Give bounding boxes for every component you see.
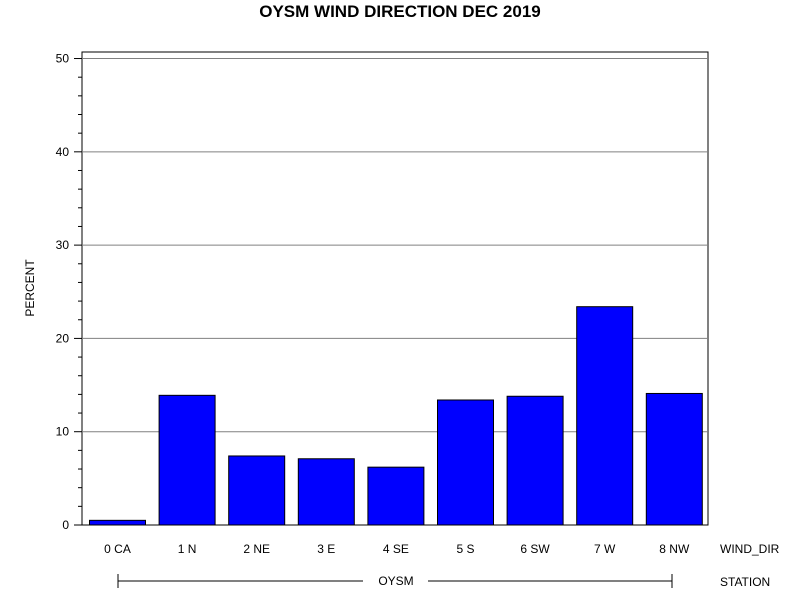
x-tick-label: 1 N — [178, 542, 197, 556]
x-axis-label: WIND_DIR — [720, 542, 780, 556]
bar-7-w — [576, 306, 634, 526]
y-tick-label: 50 — [56, 52, 70, 66]
x-tick-label: 3 E — [317, 542, 335, 556]
bar-5-s — [437, 399, 494, 526]
bars — [89, 306, 703, 526]
bar-4-se — [367, 466, 425, 526]
y-tick-label: 10 — [56, 425, 70, 439]
bar-3-e — [297, 458, 355, 526]
bar-8-nw — [645, 392, 703, 526]
x-tick-label: 2 NE — [243, 542, 270, 556]
x-tick-label: 5 S — [456, 542, 474, 556]
y-tick-label: 30 — [56, 238, 70, 252]
y-tick-label: 40 — [56, 145, 70, 159]
bar-6-sw — [506, 395, 564, 526]
x-tick-label: 6 SW — [520, 542, 550, 556]
bar-1-n — [158, 394, 216, 526]
bar-0-ca — [89, 519, 146, 526]
bar-2-ne — [228, 455, 286, 526]
y-tick-label: 20 — [56, 331, 70, 345]
x-tick-label: 7 W — [594, 542, 616, 556]
chart-title: OYSM WIND DIRECTION DEC 2019 — [259, 2, 541, 21]
y-tick-label: 0 — [62, 518, 69, 532]
x-tick-label: 0 CA — [104, 542, 131, 556]
station-value-label: OYSM — [378, 574, 413, 588]
y-axis-label: PERCENT — [23, 259, 37, 317]
y-axis-ticks: 0 10 20 30 40 50 — [56, 52, 82, 532]
x-tick-label: 4 SE — [383, 542, 409, 556]
x-tick-label: 8 NW — [659, 542, 690, 556]
x-axis-tick-labels: 0 CA 1 N 2 NE 3 E 4 SE 5 S 6 SW 7 W 8 NW — [104, 542, 690, 556]
station-label: STATION — [720, 575, 770, 589]
